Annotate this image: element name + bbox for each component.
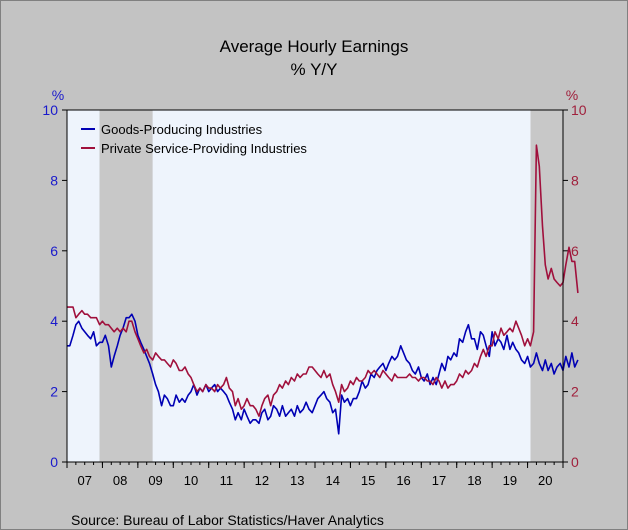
source-note: Source: Bureau of Labor Statistics/Haver… [71, 512, 384, 528]
x-tick-label: 13 [290, 473, 304, 488]
chart-subtitle: % Y/Y [291, 60, 338, 79]
y-tick-label-right: 8 [571, 172, 579, 188]
x-tick-label: 10 [184, 473, 198, 488]
x-tick-label: 16 [396, 473, 410, 488]
y-tick-label-right: 4 [571, 313, 579, 329]
left-axis-unit: % [52, 87, 64, 103]
x-tick-label: 17 [432, 473, 446, 488]
y-tick-label-left: 0 [50, 454, 58, 470]
y-tick-label-right: 0 [571, 454, 579, 470]
x-tick-label: 20 [538, 473, 552, 488]
y-tick-label-left: 2 [50, 384, 58, 400]
right-axis-unit: % [566, 87, 578, 103]
legend-label-services: Private Service-Providing Industries [101, 141, 307, 156]
y-tick-label-left: 6 [50, 243, 58, 259]
chart-title: Average Hourly Earnings [220, 37, 409, 56]
x-tick-label: 15 [361, 473, 375, 488]
y-tick-label-right: 2 [571, 384, 579, 400]
x-tick-label: 08 [113, 473, 127, 488]
y-tick-label-left: 10 [42, 102, 58, 118]
legend-label-goods: Goods-Producing Industries [101, 122, 263, 137]
series-line-services [67, 144, 579, 417]
series-line-goods [67, 313, 579, 435]
y-tick-label-left: 8 [50, 172, 58, 188]
y-tick-label-right: 10 [571, 102, 587, 118]
recession-shade-0 [99, 110, 153, 462]
x-tick-label: 14 [325, 473, 339, 488]
x-tick-label: 11 [220, 473, 234, 488]
x-tick-label: 09 [148, 473, 162, 488]
x-tick-label: 07 [77, 473, 91, 488]
legend: Goods-Producing Industries Private Servi… [81, 122, 307, 156]
x-tick-label: 18 [467, 473, 481, 488]
y-tick-label-left: 4 [50, 313, 58, 329]
x-tick-label: 19 [503, 473, 517, 488]
y-tick-label-right: 6 [571, 243, 579, 259]
x-tick-label: 12 [255, 473, 269, 488]
plot-border [66, 109, 564, 463]
